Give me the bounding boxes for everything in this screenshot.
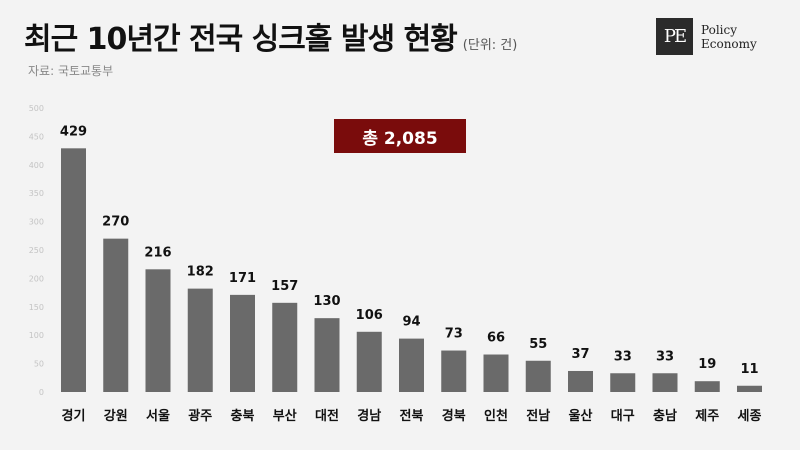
x-tick-label: 충북 (231, 408, 255, 424)
x-tick-label: 광주 (188, 409, 212, 424)
value-label: 37 (571, 347, 589, 362)
value-label: 33 (614, 349, 632, 364)
y-tick-label: 150 (29, 303, 44, 312)
y-tick-label: 450 (29, 132, 44, 141)
value-label: 171 (229, 271, 256, 286)
value-label: 73 (445, 327, 463, 342)
x-tick-label: 전남 (526, 408, 550, 424)
bar-11 (483, 354, 509, 392)
value-label: 11 (740, 362, 758, 377)
x-tick-label: 인천 (484, 408, 508, 424)
bar-13 (568, 370, 593, 392)
bar-5 (230, 294, 255, 392)
value-label: 106 (356, 308, 383, 323)
y-tick-label: 400 (29, 161, 44, 170)
value-label: 66 (487, 331, 505, 346)
bar-16 (694, 381, 720, 392)
total-badge: 총 2,085 (334, 119, 466, 153)
y-tick-label: 300 (29, 218, 44, 227)
bar-7 (314, 318, 340, 392)
value-label: 182 (187, 265, 214, 280)
y-tick-label: 350 (29, 189, 44, 198)
source-label: 자료: 국토교통부 (28, 64, 114, 78)
x-tick-label: 대전 (315, 408, 339, 424)
x-tick-label: 대구 (611, 409, 635, 424)
bar-14 (610, 373, 636, 392)
bar-4 (187, 288, 213, 392)
x-tick-label: 경남 (357, 408, 381, 424)
bar-9 (399, 338, 424, 392)
y-tick-label: 100 (29, 331, 44, 340)
bar-15 (652, 373, 678, 392)
bar-17 (737, 385, 762, 392)
x-tick-label: 세종 (738, 409, 762, 424)
value-label: 130 (313, 294, 340, 309)
value-label: 216 (144, 245, 171, 260)
x-tick-label: 서울 (146, 408, 170, 424)
logo-line2: Economy (701, 36, 757, 51)
x-tick-label: 경기 (62, 408, 86, 424)
unit-label: (단위: 건) (462, 38, 518, 53)
x-tick-label: 경북 (442, 408, 466, 424)
x-tick-label: 전북 (400, 408, 424, 424)
value-label: 55 (529, 337, 547, 352)
logo-mark: PE (656, 18, 693, 55)
bar-8 (356, 331, 382, 392)
x-tick-label: 부산 (273, 408, 297, 424)
x-tick-label: 충남 (653, 408, 677, 424)
y-tick-label: 50 (34, 360, 44, 369)
value-label: 429 (60, 124, 87, 139)
chart-title: 최근 10년간 전국 싱크홀 발생 현황 (24, 22, 458, 57)
y-tick-label: 500 (29, 104, 44, 113)
value-label: 94 (402, 315, 420, 330)
bar-2 (103, 238, 129, 392)
title-row: 최근 10년간 전국 싱크홀 발생 현황 (단위: 건) (24, 14, 517, 58)
logo-text: Policy Economy (701, 23, 757, 51)
x-tick-label: 제주 (695, 409, 719, 424)
bar-1 (61, 148, 86, 392)
bar-10 (441, 350, 467, 392)
y-tick-label: 200 (29, 274, 44, 283)
y-tick-label: 0 (39, 388, 44, 397)
y-tick-label: 250 (29, 246, 44, 255)
value-label: 33 (656, 349, 674, 364)
bar-6 (272, 302, 298, 392)
bar-12 (525, 360, 551, 392)
x-tick-label: 강원 (104, 408, 128, 424)
logo: PE Policy Economy (656, 18, 757, 55)
x-tick-label: 울산 (569, 408, 593, 424)
value-label: 270 (102, 215, 129, 230)
value-label: 157 (271, 279, 298, 294)
value-label: 19 (698, 357, 716, 372)
bar-3 (145, 269, 171, 392)
logo-line1: Policy (701, 22, 737, 37)
